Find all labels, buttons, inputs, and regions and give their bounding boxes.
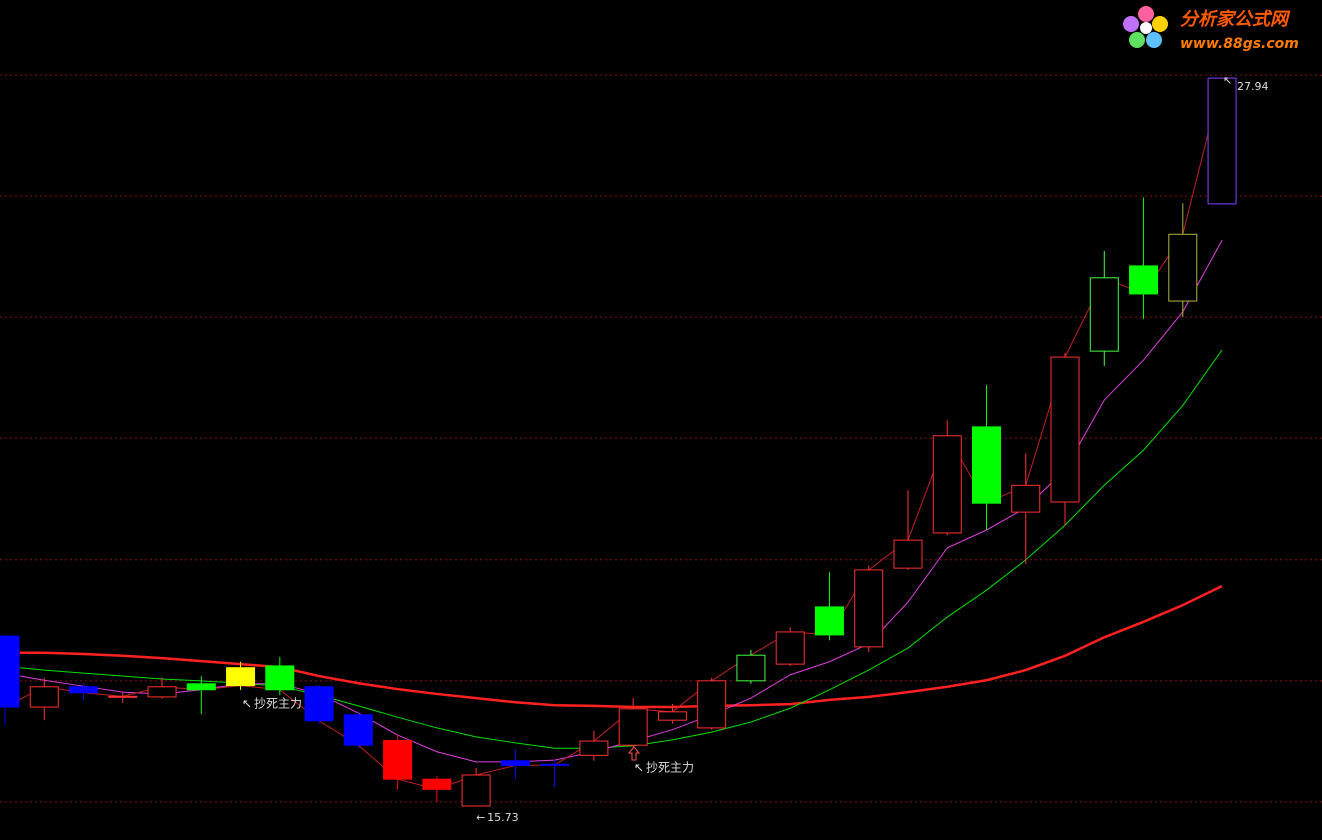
candle-body: [736, 654, 766, 682]
candle-body: [775, 631, 805, 665]
candle-body: [461, 774, 491, 807]
candle-body: [618, 708, 648, 746]
candle-body: [854, 569, 884, 648]
close-line: [4, 77, 1223, 790]
candle-body: [500, 760, 530, 766]
candle-body: [579, 740, 609, 756]
candle-body: [0, 635, 20, 708]
candle-body: [1050, 356, 1080, 503]
candle-body: [226, 667, 256, 687]
arrow: ↖: [634, 761, 644, 775]
candle-body: [29, 686, 59, 708]
arrow: ↖: [242, 697, 252, 711]
candle-body: [108, 695, 138, 698]
signal-arrow: [627, 746, 641, 761]
ma-line: [20, 584, 1223, 709]
candle-body: [343, 714, 373, 746]
candle-body: [972, 426, 1001, 504]
candle-body: [265, 665, 295, 691]
annotation: 抄死主力: [254, 697, 302, 711]
candle-body: [383, 739, 413, 780]
ma-line: [19, 349, 1223, 749]
logo: 分析家公式网 www.88gs.com: [1123, 6, 1299, 52]
arrow: ←: [476, 811, 485, 824]
low-label: 15.73: [487, 811, 519, 824]
candle-body: [186, 683, 216, 691]
high-label: 27.94: [1237, 80, 1269, 93]
candle-body: [893, 539, 923, 569]
candle-body: [657, 711, 687, 721]
candle-body: [697, 680, 727, 729]
logo-url: www.88gs.com: [1180, 36, 1299, 52]
candle-body: [422, 778, 452, 790]
candle-body: [932, 435, 962, 534]
annotation: 抄死主力: [646, 761, 694, 775]
candle-body: [147, 686, 177, 698]
candle-body: [814, 606, 844, 636]
candle-body: [1089, 277, 1119, 352]
logo-name: 分析家公式网: [1180, 9, 1291, 30]
candle-body: [304, 686, 334, 722]
candle-body: [1207, 77, 1237, 205]
candle-body: [1168, 233, 1198, 302]
arrow: ↖: [1223, 74, 1232, 87]
candle-body: [1011, 484, 1041, 513]
candle-body: [69, 686, 99, 694]
candle-body: [1129, 265, 1159, 295]
candle-body: [540, 763, 570, 766]
